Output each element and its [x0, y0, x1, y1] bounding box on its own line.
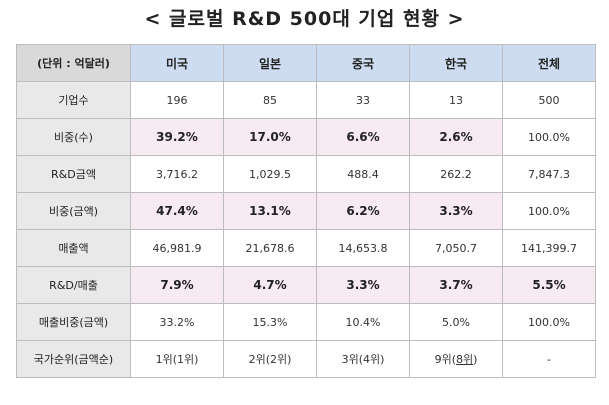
table-cell: 14,653.8: [316, 229, 410, 267]
table-cell: 141,399.7: [502, 229, 596, 267]
table-cell: 5.0%: [409, 303, 503, 341]
table-row: R&D/매출 7.9% 4.7% 3.3% 3.7% 5.5%: [16, 266, 596, 304]
rank-prefix: 9위(: [434, 353, 456, 366]
column-header-japan: 일본: [223, 44, 317, 82]
table-cell: 15.3%: [223, 303, 317, 341]
rank-suffix: ): [473, 353, 478, 366]
row-label: R&D/매출: [16, 266, 131, 304]
table-row: 매출액 46,981.9 21,678.6 14,653.8 7,050.7 1…: [16, 229, 596, 267]
column-header-china: 중국: [316, 44, 410, 82]
table-cell: 33.2%: [130, 303, 224, 341]
table-row: 비중(수) 39.2% 17.0% 6.6% 2.6% 100.0%: [16, 118, 596, 156]
table-cell: 6.6%: [316, 118, 410, 156]
table-cell: 3위(4위): [316, 340, 410, 378]
rd-500-table: (단위 : 억달러) 미국 일본 중국 한국 전체 기업수 196 85 33 …: [16, 44, 596, 378]
table-cell: 7,847.3: [502, 155, 596, 193]
table-cell: 21,678.6: [223, 229, 317, 267]
table-cell: 46,981.9: [130, 229, 224, 267]
table-cell: 13.1%: [223, 192, 317, 230]
table-cell: 33: [316, 81, 410, 119]
table-cell: 7.9%: [130, 266, 224, 304]
table-cell: -: [502, 340, 596, 378]
table-cell: 100.0%: [502, 192, 596, 230]
table-row: 국가순위(금액순) 1위(1위) 2위(2위) 3위(4위) 9위(8위) -: [16, 340, 596, 378]
page-title: < 글로벌 R&D 500대 기업 현황 >: [144, 8, 465, 30]
table-row: R&D금액 3,716.2 1,029.5 488.4 262.2 7,847.…: [16, 155, 596, 193]
row-label: R&D금액: [16, 155, 131, 193]
row-label: 매출비중(금액): [16, 303, 131, 341]
table-cell: 3.7%: [409, 266, 503, 304]
row-label: 비중(금액): [16, 192, 131, 230]
table-cell: 100.0%: [502, 118, 596, 156]
table-cell: 47.4%: [130, 192, 224, 230]
table-cell: 2위(2위): [223, 340, 317, 378]
table-cell: 7,050.7: [409, 229, 503, 267]
table-cell: 3.3%: [316, 266, 410, 304]
rank-underlined: 8위: [456, 353, 474, 366]
table-cell: 6.2%: [316, 192, 410, 230]
table-cell: 5.5%: [502, 266, 596, 304]
row-label: 비중(수): [16, 118, 131, 156]
table-cell: 262.2: [409, 155, 503, 193]
table-cell: 500: [502, 81, 596, 119]
table-row: 매출비중(금액) 33.2% 15.3% 10.4% 5.0% 100.0%: [16, 303, 596, 341]
table-cell: 488.4: [316, 155, 410, 193]
table-cell: 10.4%: [316, 303, 410, 341]
row-label: 매출액: [16, 229, 131, 267]
table-cell: 1,029.5: [223, 155, 317, 193]
column-header-total: 전체: [502, 44, 596, 82]
row-label: 기업수: [16, 81, 131, 119]
column-header-korea: 한국: [409, 44, 503, 82]
table-cell: 2.6%: [409, 118, 503, 156]
row-label: 국가순위(금액순): [16, 340, 131, 378]
table-cell: 85: [223, 81, 317, 119]
table-row: 비중(금액) 47.4% 13.1% 6.2% 3.3% 100.0%: [16, 192, 596, 230]
table-cell: 1위(1위): [130, 340, 224, 378]
table-header-row: (단위 : 억달러) 미국 일본 중국 한국 전체: [16, 44, 596, 82]
table-cell: 39.2%: [130, 118, 224, 156]
table-row: 기업수 196 85 33 13 500: [16, 81, 596, 119]
table-cell: 13: [409, 81, 503, 119]
table-cell: 100.0%: [502, 303, 596, 341]
table-cell: 3,716.2: [130, 155, 224, 193]
table-cell: 196: [130, 81, 224, 119]
table-cell: 3.3%: [409, 192, 503, 230]
table-cell-korea-rank: 9위(8위): [409, 340, 503, 378]
table-cell: 17.0%: [223, 118, 317, 156]
table-cell: 4.7%: [223, 266, 317, 304]
column-header-usa: 미국: [130, 44, 224, 82]
unit-label: (단위 : 억달러): [16, 44, 131, 82]
